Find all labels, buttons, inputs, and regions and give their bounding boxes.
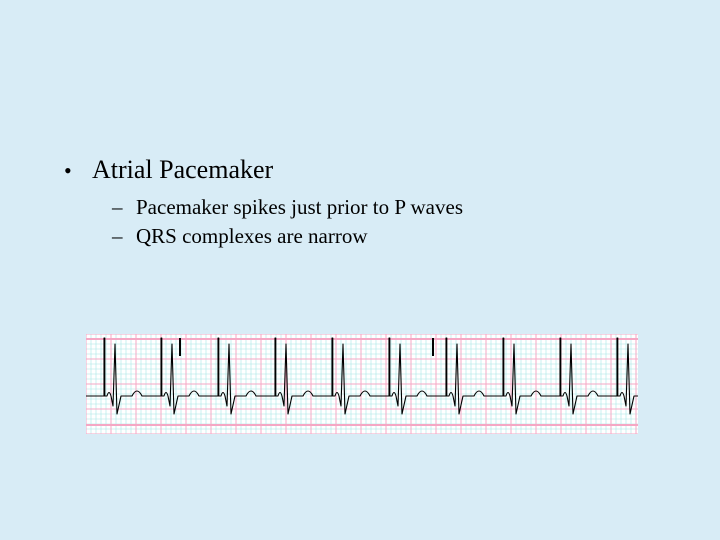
sub-bullet-row: – Pacemaker spikes just prior to P waves <box>112 195 664 220</box>
ecg-svg <box>86 334 638 434</box>
sub-bullet-text: Pacemaker spikes just prior to P waves <box>136 195 463 220</box>
sub-bullet-text: QRS complexes are narrow <box>136 224 368 249</box>
main-bullet-row: • Atrial Pacemaker <box>64 155 664 185</box>
slide-content: • Atrial Pacemaker – Pacemaker spikes ju… <box>64 155 664 253</box>
sub-bullet-list: – Pacemaker spikes just prior to P waves… <box>112 195 664 249</box>
dash-icon: – <box>112 195 136 220</box>
ecg-strip <box>86 334 638 434</box>
main-bullet-text: Atrial Pacemaker <box>92 155 273 185</box>
sub-bullet-row: – QRS complexes are narrow <box>112 224 664 249</box>
dash-icon: – <box>112 224 136 249</box>
bullet-dot-icon: • <box>64 158 92 184</box>
